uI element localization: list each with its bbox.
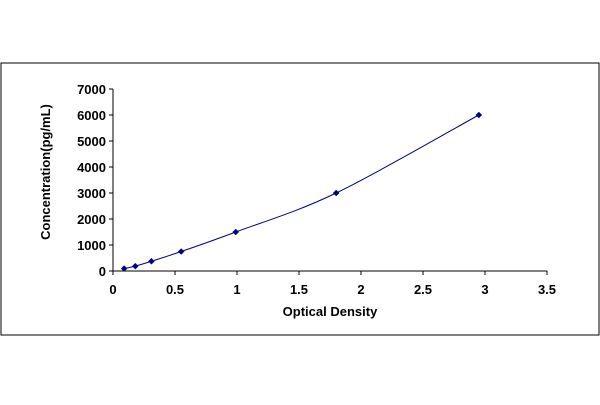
y-tick-label: 1000 (77, 238, 106, 253)
y-tick-label: 4000 (77, 160, 106, 175)
data-point-marker (148, 257, 155, 265)
x-tick-label: 3.5 (538, 282, 556, 297)
x-tick-label: 3 (481, 282, 488, 297)
data-point-marker (177, 248, 185, 255)
y-tick-label: 5000 (77, 134, 106, 149)
x-axis-label: Optical Density (283, 304, 378, 319)
x-tick-label: 0.5 (166, 282, 184, 297)
y-tick-label: 7000 (77, 82, 106, 97)
y-tick-label: 6000 (77, 108, 106, 123)
data-point-marker (131, 262, 139, 270)
x-tick-label: 2 (357, 282, 364, 297)
data-point-marker (475, 111, 483, 119)
y-tick-label: 2000 (77, 212, 106, 227)
data-point-marker (120, 265, 128, 272)
y-tick-label: 0 (99, 264, 106, 279)
y-axis-label: Concentration(pg/mL) (38, 104, 53, 240)
x-tick-label: 2.5 (414, 282, 432, 297)
data-point-marker (232, 228, 240, 236)
y-tick-label: 3000 (77, 186, 106, 201)
x-tick-label: 1.5 (290, 282, 308, 297)
data-point-marker (332, 189, 340, 197)
chart-border (0, 62, 600, 336)
x-tick-label: 1 (233, 282, 240, 297)
x-tick-label: 0 (109, 282, 116, 297)
